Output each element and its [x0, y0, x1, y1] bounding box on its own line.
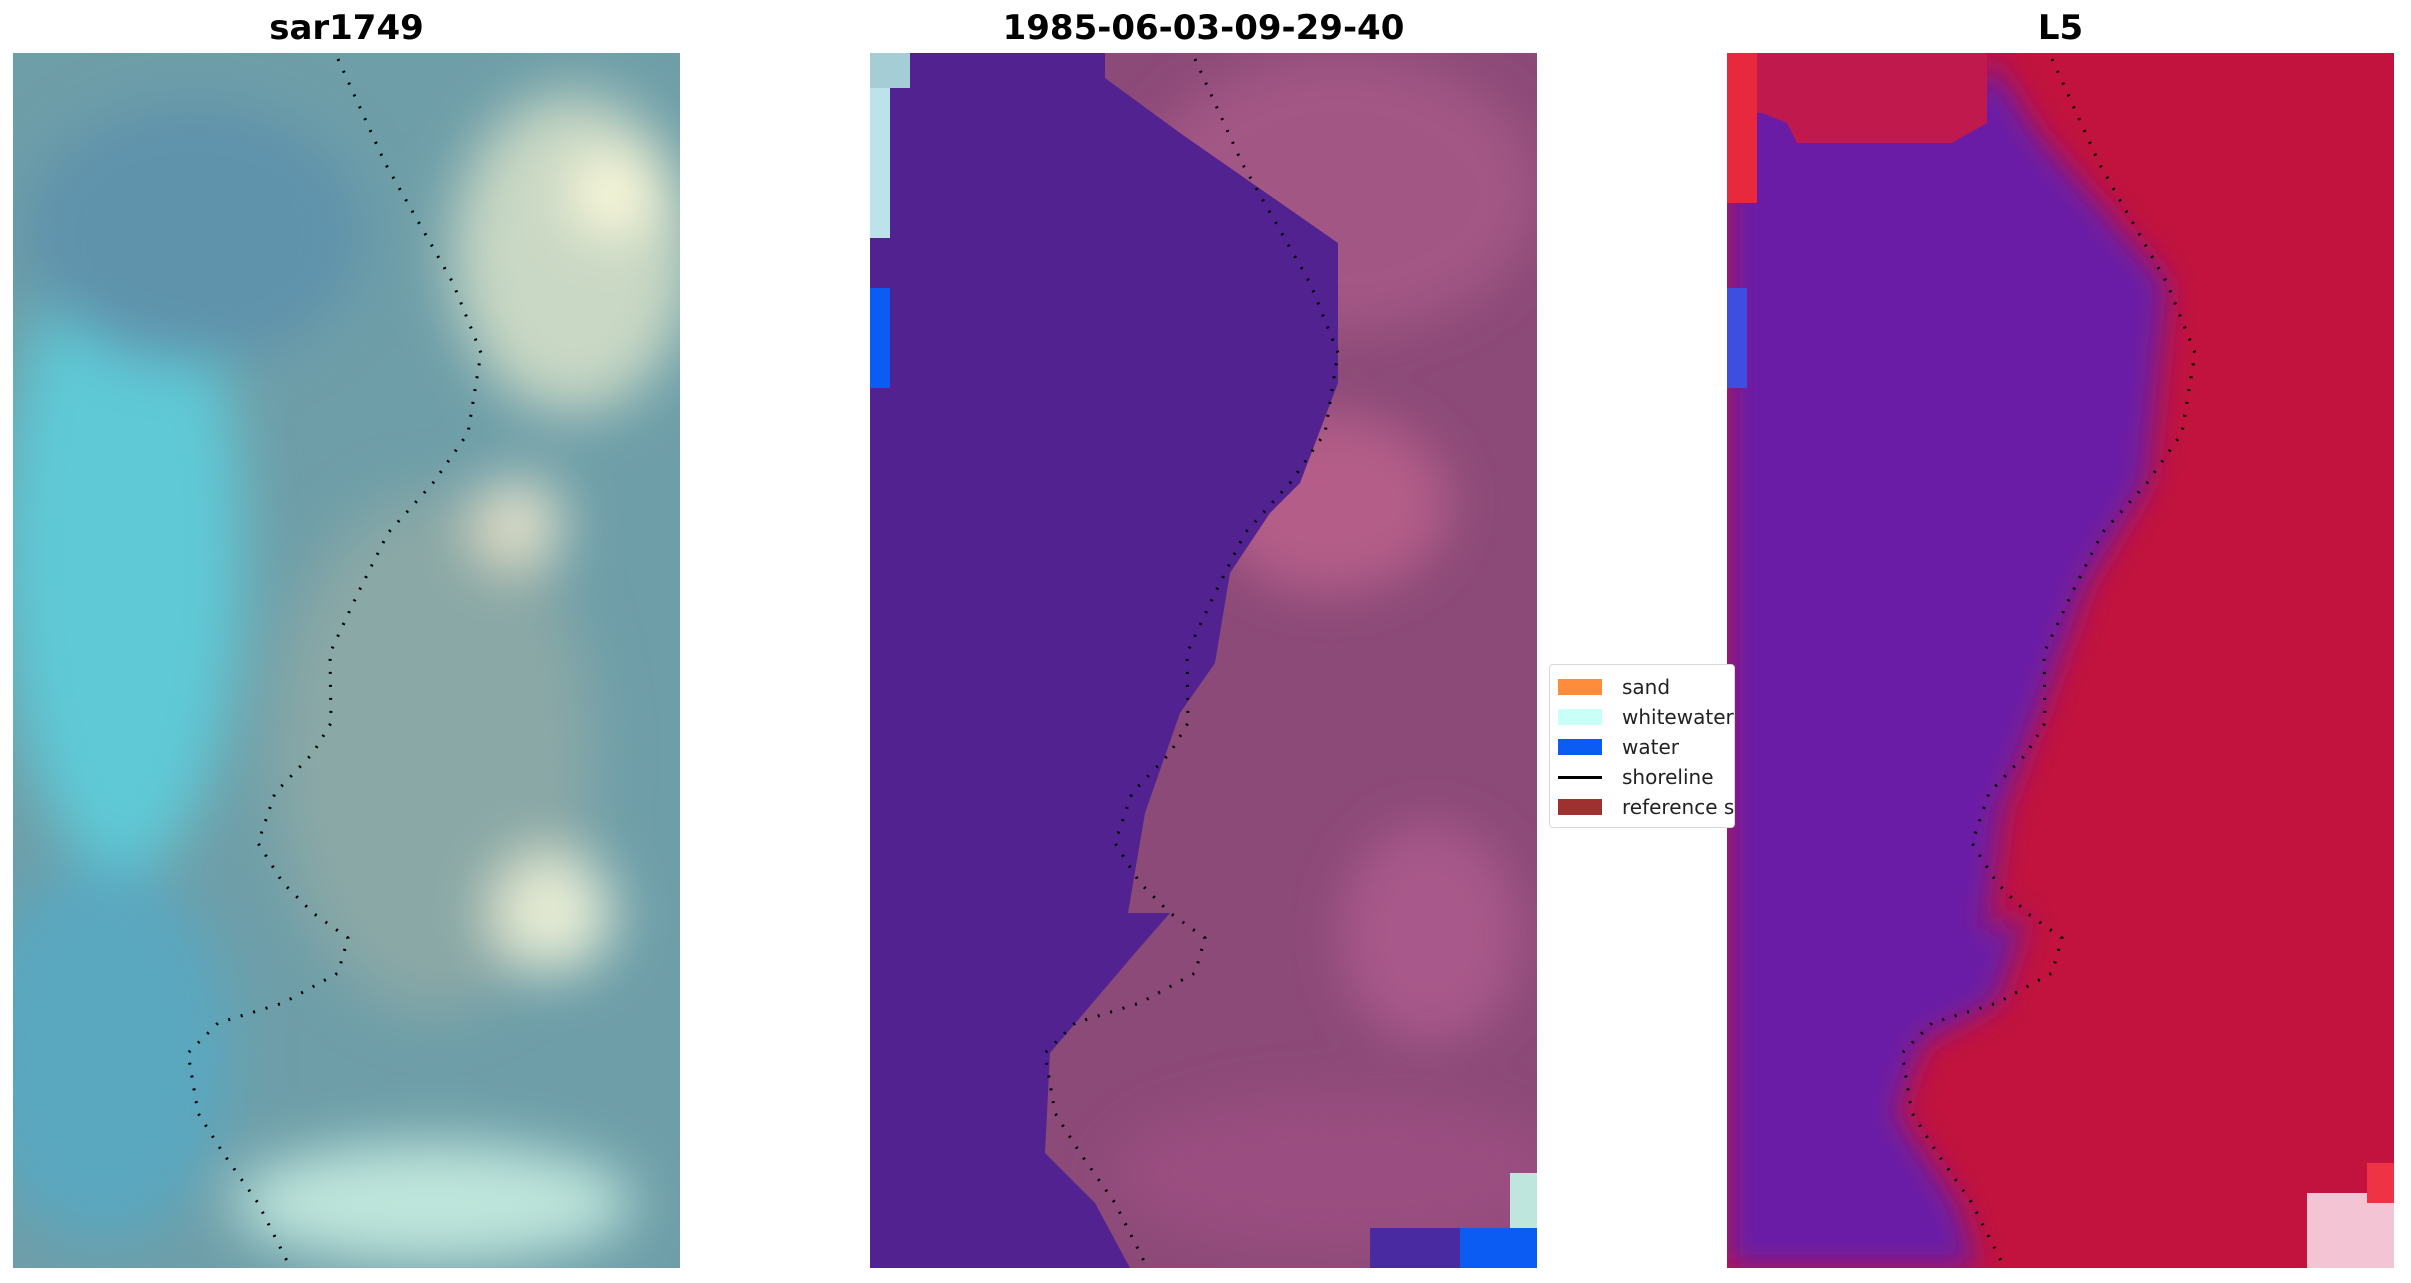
- panel-title-date: 1985-06-03-09-29-40: [1002, 8, 1405, 48]
- sar-image-panel: [13, 53, 680, 1268]
- panel-title-l5: L5: [2037, 8, 2084, 48]
- classified-map: [870, 53, 1537, 1268]
- legend-item-sand: sand: [1558, 673, 1670, 701]
- legend-label: sand: [1622, 675, 1671, 699]
- sand-swatch: [1558, 679, 1602, 695]
- legend-item-water: water: [1558, 733, 1679, 761]
- panel-title-sar: sar1749: [269, 8, 424, 48]
- legend: sand whitewater water shoreline referenc…: [1549, 664, 1735, 828]
- sar-image-map: [13, 53, 680, 1268]
- water-class-region: [870, 53, 1338, 1268]
- legend-item-whitewater: whitewater: [1558, 703, 1734, 731]
- legend-label: reference s: [1622, 795, 1735, 819]
- probability-map: [1727, 53, 2394, 1268]
- classified-panel: [870, 53, 1537, 1268]
- probability-panel: [1727, 53, 2394, 1268]
- reference-swatch: [1558, 799, 1602, 815]
- legend-item-shoreline: shoreline: [1558, 763, 1714, 791]
- shoreline-line: [1900, 58, 2197, 1264]
- legend-label: shoreline: [1622, 765, 1714, 789]
- whitewater-swatch: [1558, 709, 1602, 725]
- legend-label: whitewater: [1622, 705, 1734, 729]
- legend-item-reference: reference s: [1558, 793, 1734, 821]
- water-swatch: [1558, 739, 1602, 755]
- shoreline-line: [186, 58, 483, 1264]
- legend-label: water: [1622, 735, 1679, 759]
- shoreline-line: [1043, 58, 1340, 1264]
- shoreline-swatch: [1558, 775, 1602, 779]
